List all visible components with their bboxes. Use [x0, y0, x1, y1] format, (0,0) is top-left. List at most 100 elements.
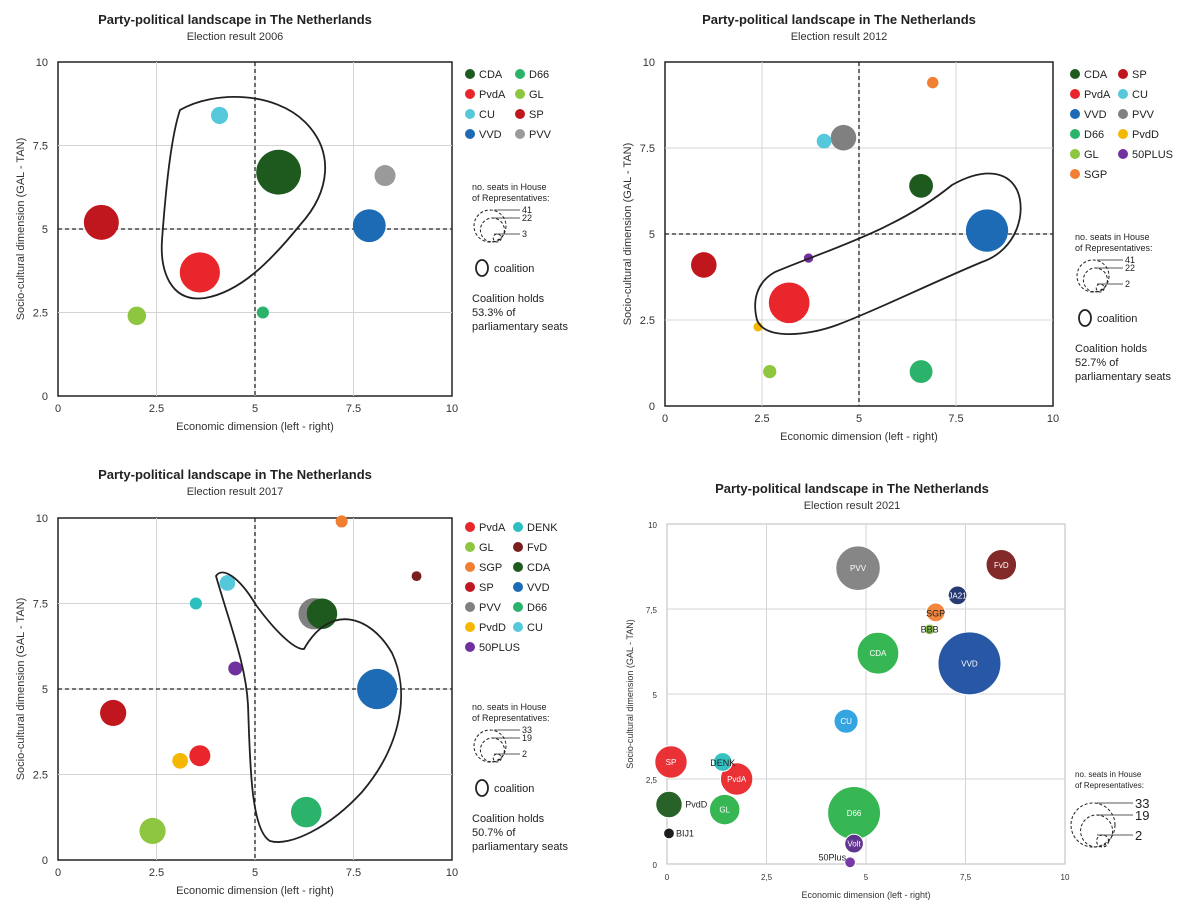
legend-label: D66: [529, 69, 549, 81]
x-tick-label: 0: [665, 873, 670, 882]
y-tick-label: 2.5: [33, 308, 48, 320]
legend-marker: [515, 109, 525, 119]
legend-label: CU: [527, 622, 543, 634]
legend-marker: [513, 522, 523, 532]
legend-marker: [1118, 109, 1128, 119]
bubble-50plus: [844, 856, 856, 869]
coalition-key-label: coalition: [1097, 313, 1137, 325]
chart-subtitle: Election result 2021: [804, 500, 901, 512]
bubble-pvda: [189, 745, 211, 767]
y-tick-label: 7,5: [646, 606, 658, 615]
size-legend-circle: [1076, 259, 1110, 293]
legend-label: VVD: [479, 129, 502, 141]
size-legend-circle: [1080, 814, 1114, 848]
legend-label: SGP: [1084, 169, 1107, 181]
y-tick-label: 5: [42, 224, 48, 236]
chart-subtitle: Election result 2006: [187, 31, 284, 43]
x-tick-label: 5: [856, 413, 862, 425]
legend-marker: [515, 69, 525, 79]
chart-subtitle: Election result 2017: [187, 486, 284, 498]
legend-marker: [465, 582, 475, 592]
coalition-note: 52.7% of: [1075, 357, 1119, 369]
legend-label: PvdD: [479, 622, 506, 634]
bubble-cu: [833, 708, 859, 734]
size-legend-circle: [1082, 267, 1108, 293]
legend-label: PvdA: [479, 89, 506, 101]
bubble-pvda: [719, 762, 754, 796]
bubble-label: SP: [666, 758, 677, 767]
coalition-outline: [215, 571, 402, 843]
x-tick-label: 2.5: [754, 413, 769, 425]
legend-marker: [465, 542, 475, 552]
bubble-label: D66: [847, 809, 862, 818]
bubble-vvd: [965, 209, 1009, 252]
size-legend-circle: [473, 209, 507, 243]
legend-label: D66: [527, 602, 547, 614]
bubble-label: PvdA: [727, 775, 747, 784]
y-axis-label: Socio-cultural dimension (GAL - TAN): [15, 138, 27, 321]
size-legend-title: of Representatives:: [472, 713, 550, 723]
x-tick-label: 2.5: [149, 867, 164, 879]
legend-marker: [465, 602, 475, 612]
legend-marker: [1070, 109, 1080, 119]
size-legend-value: 22: [1125, 263, 1135, 273]
bubble-sp: [83, 204, 119, 240]
coalition-note: Coalition holds: [1075, 343, 1148, 355]
coalition-note: parliamentary seats: [472, 841, 568, 853]
size-legend-value: 19: [522, 733, 532, 743]
y-tick-label: 2.5: [640, 315, 655, 327]
legend-label: GL: [529, 89, 544, 101]
bubble-denk: [189, 597, 202, 610]
bubble-cda: [256, 149, 302, 195]
legend-marker: [513, 542, 523, 552]
size-legend-value: 2: [522, 749, 527, 759]
legend-marker: [1118, 69, 1128, 79]
legend-label: PvdA: [1084, 89, 1111, 101]
legend-label: PvdA: [479, 522, 506, 534]
coalition-note: parliamentary seats: [472, 321, 568, 333]
y-tick-label: 0: [42, 391, 48, 403]
bubble-gl: [763, 365, 777, 379]
legend-marker: [515, 89, 525, 99]
legend-marker: [465, 89, 475, 99]
bubble-label: CDA: [869, 649, 887, 658]
bubble-cda: [856, 631, 900, 675]
size-legend-circle: [1096, 834, 1110, 848]
legend-marker: [465, 642, 475, 652]
x-tick-label: 2.5: [149, 403, 164, 415]
legend-marker: [1070, 69, 1080, 79]
legend-label: GL: [1084, 149, 1099, 161]
legend-label: GL: [479, 542, 494, 554]
y-tick-label: 0: [42, 855, 48, 867]
size-legend-title: of Representatives:: [1075, 781, 1144, 790]
x-tick-label: 0: [662, 413, 668, 425]
legend-marker: [513, 582, 523, 592]
legend-label: 50PLUS: [479, 642, 520, 654]
y-tick-label: 10: [36, 513, 48, 525]
bubble-sp: [654, 745, 688, 779]
legend-label: CDA: [479, 69, 503, 81]
bubble-label: BIJ1: [676, 828, 694, 838]
bubble-d66: [256, 306, 269, 319]
bubble-gl: [708, 793, 741, 826]
bubble-sp: [100, 699, 127, 727]
legend-label: D66: [1084, 129, 1104, 141]
x-axis-label: Economic dimension (left - right): [176, 421, 334, 433]
chart-2017: Party-political landscape in The Netherl…: [0, 455, 597, 905]
bubble-label: Volt: [847, 840, 861, 849]
bubble-vvd: [352, 209, 386, 243]
y-tick-label: 7.5: [33, 141, 48, 153]
bubble-sgp: [925, 602, 946, 623]
legend-label: SP: [529, 109, 544, 121]
bubble-pvdd: [655, 790, 683, 819]
x-tick-label: 7,5: [960, 873, 972, 882]
y-tick-label: 5: [649, 229, 655, 241]
bubble-fvd: [411, 571, 422, 582]
size-legend-circle: [492, 753, 502, 763]
size-legend-circle: [479, 737, 505, 763]
coalition-key-icon: [1078, 309, 1092, 327]
bubble-cu: [219, 575, 236, 591]
coalition-note: 53.3% of: [472, 307, 516, 319]
size-legend-value: 19: [1135, 808, 1149, 823]
bubble-cu: [210, 106, 229, 125]
